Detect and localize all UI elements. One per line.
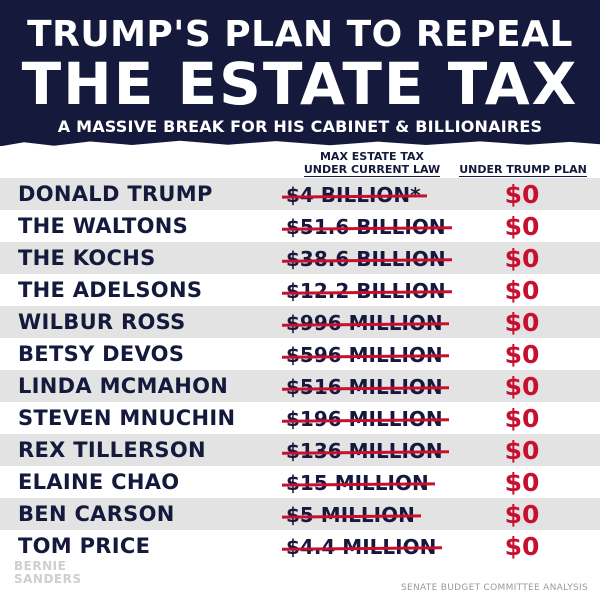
column-header-current-line-1: MAX ESTATE TAX [319,150,424,163]
person-name: TOM PRICE [18,534,151,558]
table-row: LINDA MCMAHON $516 MILLION $0 [0,370,600,402]
table-row: THE ADELSONS $12.2 BILLION $0 [0,274,600,306]
person-name: THE KOCHS [18,246,156,270]
table-row: BEN CARSON $5 MILLION $0 [0,498,600,530]
trump-plan-amount: $0 [504,468,540,497]
person-name: THE ADELSONS [18,278,203,302]
person-name: DONALD TRUMP [18,182,213,206]
header-banner: TRUMP'S PLAN TO REPEAL THE ESTATE TAX A … [0,0,600,146]
logo-line-2: SANDERS [14,572,82,586]
headline-line-2: THE ESTATE TAX [21,50,579,118]
person-name: STEVEN MNUCHIN [18,406,236,430]
headline-line-1: TRUMP'S PLAN TO REPEAL [27,14,573,55]
person-name: BETSY DEVOS [18,342,185,366]
current-law-amount: $4 BILLION* [281,183,427,207]
trump-plan-amount: $0 [504,500,540,529]
current-law-amount: $196 MILLION [281,407,449,431]
current-law-amount: $136 MILLION [281,439,449,463]
trump-plan-amount: $0 [504,180,540,209]
current-law-amount: $516 MILLION [281,375,449,399]
person-name: ELAINE CHAO [18,470,180,494]
table-row: THE WALTONS $51.6 BILLION $0 [0,210,600,242]
person-name: BEN CARSON [18,502,175,526]
column-header-trump-label: UNDER TRUMP PLAN [459,163,587,177]
table-row: BETSY DEVOS $596 MILLION $0 [0,338,600,370]
person-name: THE WALTONS [18,214,189,238]
logo-line-1: BERNIE [14,559,67,573]
table-row: ELAINE CHAO $15 MILLION $0 [0,466,600,498]
trump-plan-amount: $0 [504,276,540,305]
tax-table: DONALD TRUMP $4 BILLION* $0 THE WALTONS $51.… [0,178,600,562]
trump-plan-amount: $0 [504,532,540,561]
subheadline: A MASSIVE BREAK FOR HIS CABINET & BILLIO… [57,117,543,136]
column-header-current-law: MAX ESTATE TAX UNDER CURRENT LAW [282,150,462,177]
trump-plan-amount: $0 [504,372,540,401]
trump-plan-amount: $0 [504,244,540,273]
table-row: STEVEN MNUCHIN $196 MILLION $0 [0,402,600,434]
current-law-amount: $4.4 MILLION [281,535,443,559]
table-row: DONALD TRUMP $4 BILLION* $0 [0,178,600,210]
person-name: WILBUR ROSS [18,310,186,334]
current-law-amount: $5 MILLION [281,503,421,527]
bernie-sanders-logo: BERNIE SANDERS [14,560,82,586]
current-law-amount: $596 MILLION [281,343,449,367]
trump-plan-amount: $0 [504,212,540,241]
current-law-amount: $15 MILLION [281,471,435,495]
column-header-current-line-2: UNDER CURRENT LAW [303,163,441,177]
current-law-amount: $12.2 BILLION [281,279,452,303]
trump-plan-amount: $0 [504,436,540,465]
source-note: SENATE BUDGET COMMITTEE ANALYSIS [400,583,588,593]
person-name: LINDA MCMAHON [18,374,229,398]
trump-plan-amount: $0 [504,404,540,433]
table-row: THE KOCHS $38.6 BILLION $0 [0,242,600,274]
column-header-trump-plan: UNDER TRUMP PLAN [452,163,594,177]
current-law-amount: $38.6 BILLION [281,247,452,271]
table-row: REX TILLERSON $136 MILLION $0 [0,434,600,466]
current-law-amount: $996 MILLION [281,311,449,335]
trump-plan-amount: $0 [504,308,540,337]
current-law-amount: $51.6 BILLION [281,215,452,239]
trump-plan-amount: $0 [504,340,540,369]
person-name: REX TILLERSON [18,438,206,462]
table-row: WILBUR ROSS $996 MILLION $0 [0,306,600,338]
table-row: TOM PRICE $4.4 MILLION $0 [0,530,600,562]
